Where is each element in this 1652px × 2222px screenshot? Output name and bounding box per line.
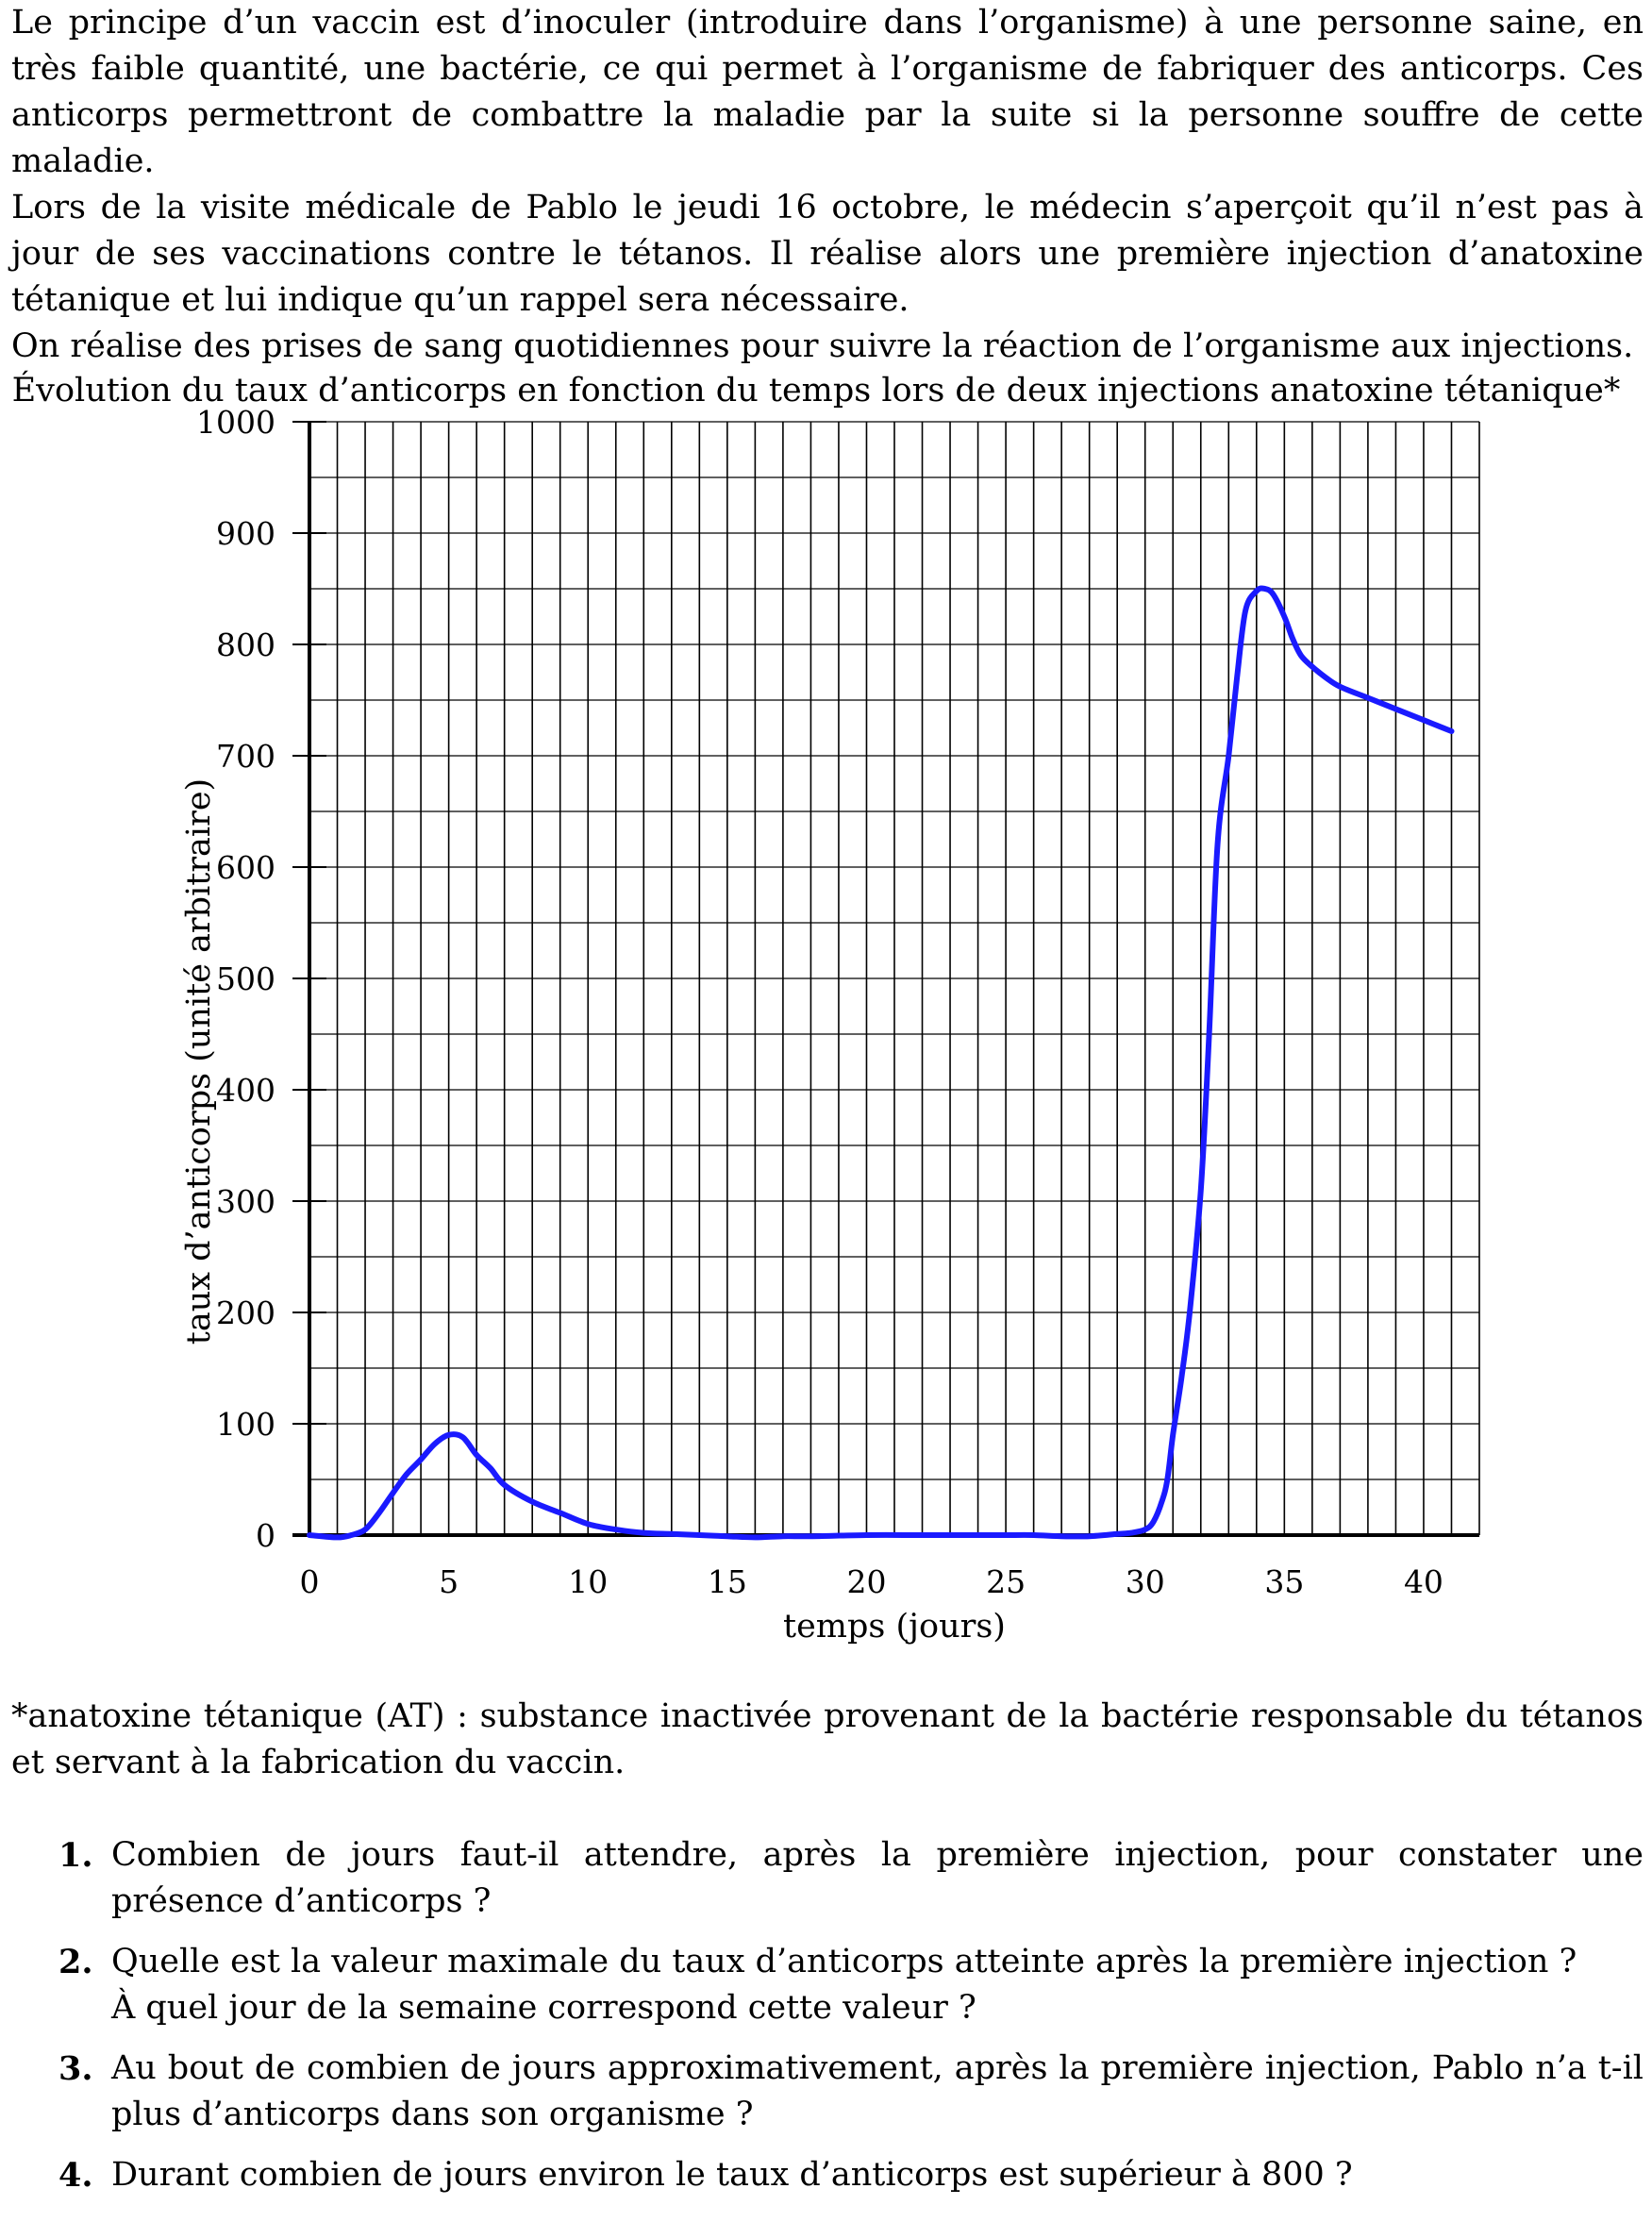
x-tick-label: 0 [300,1563,320,1600]
y-tick-label: 600 [216,849,275,886]
y-tick-label: 400 [216,1072,275,1109]
x-tick-label: 15 [708,1563,747,1600]
y-tick-label: 500 [216,961,275,997]
question-text: Combien de jours faut-il attendre, après… [111,1836,1644,1920]
intro-text: Le principe d’un vaccin est d’inoculer (… [11,0,1644,370]
intro-paragraph-1: Le principe d’un vaccin est d’inoculer (… [11,4,1644,180]
question-text: Durant combien de jours environ le taux … [111,2156,1353,2194]
x-tick-label: 30 [1126,1563,1165,1600]
y-axis-label: taux d’anticorps (unité arbitraire) [180,778,218,1345]
question-number: 2. [58,1943,93,1981]
antibody-series-line [307,585,1455,1541]
y-tick-label: 700 [216,738,275,775]
question-number: 1. [58,1836,93,1875]
question-item: 2. Quelle est la valeur maximale du taux… [58,1939,1644,2031]
y-tick-label: 300 [216,1183,275,1220]
x-tick-label: 10 [568,1563,608,1600]
x-tick-label: 40 [1404,1563,1443,1600]
question-text: Quelle est la valeur maximale du taux d’… [111,1943,1577,1980]
footnote: *anatoxine tétanique (AT) : substance in… [11,1694,1644,1786]
y-tick-label: 800 [216,627,275,663]
question-text: À quel jour de la semaine correspond cet… [111,1989,976,2027]
question-item: 1. Combien de jours faut-il attendre, ap… [58,1832,1644,1925]
chart-series [307,585,1455,1541]
x-axis-label: temps (jours) [783,1608,1006,1646]
x-tick-label: 5 [439,1563,459,1600]
intro-paragraph-2: Lors de la visite médicale de Pablo le j… [11,189,1644,319]
intro-paragraph-3: On réalise des prises de sang quotidienn… [11,327,1634,365]
y-tick-label: 900 [216,515,275,552]
x-tick-label: 35 [1264,1563,1304,1600]
question-number: 3. [58,2049,93,2088]
question-list: 1. Combien de jours faut-il attendre, ap… [58,1832,1644,2213]
y-tick-label: 1000 [196,404,275,441]
y-tick-label: 0 [256,1517,275,1554]
question-number: 4. [58,2156,93,2195]
chart-title: Évolution du taux d’anticorps en fonctio… [11,372,1621,409]
question-text: Au bout de combien de jours approximativ… [111,2049,1644,2133]
chart-grid [309,421,1480,1536]
y-tick-label: 200 [216,1295,275,1331]
footnote-text: *anatoxine tétanique (AT) : substance in… [11,1697,1644,1781]
chart-tick-labels: 0 100 200 300 400 500 600 700 800 900 1000 0 5 10 15 20… [196,404,1443,1600]
x-tick-label: 25 [986,1563,1026,1600]
y-tick-label: 100 [216,1406,275,1443]
antibody-chart: 0 100 200 300 400 500 600 700 800 900 1000 0 5 10 15 20… [180,404,1480,1646]
x-tick-label: 20 [846,1563,886,1600]
question-item: 3. Au bout de combien de jours approxima… [58,2046,1644,2138]
question-item: 4. Durant combien de jours environ le ta… [58,2152,1644,2198]
